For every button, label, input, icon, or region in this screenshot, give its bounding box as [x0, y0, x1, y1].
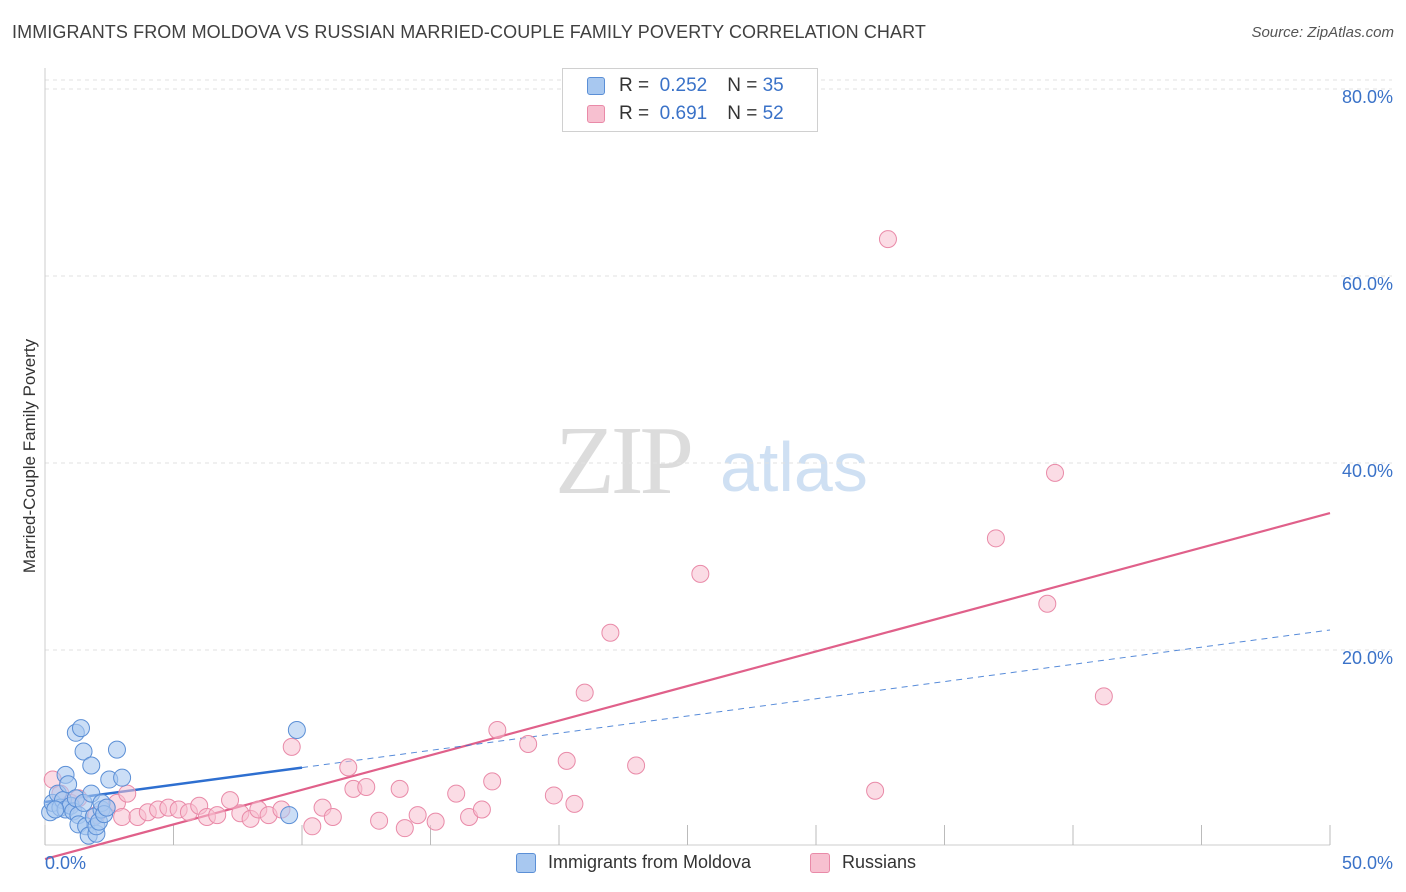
- data-point-moldova: [71, 719, 90, 738]
- data-point-russians: [575, 683, 594, 702]
- data-point-moldova: [74, 742, 93, 761]
- legend-swatch-blue: [587, 77, 605, 95]
- data-point-moldova: [107, 740, 126, 759]
- legend-item-moldova: Immigrants from Moldova: [516, 852, 751, 873]
- data-point-russians: [408, 806, 427, 825]
- data-point-russians: [357, 778, 376, 797]
- y-tick-label: 40.0%: [1342, 461, 1393, 481]
- gridlines: [45, 79, 1392, 651]
- correlation-legend: R = 0.252 N = 35 R = 0.691 N = 52: [562, 68, 818, 132]
- data-point-russians: [544, 786, 563, 805]
- data-point-russians: [627, 756, 646, 775]
- data-point-russians: [339, 758, 358, 777]
- legend-swatch-pink: [587, 105, 605, 123]
- data-point-russians: [323, 807, 342, 826]
- data-point-russians: [221, 791, 240, 810]
- data-point-russians: [1038, 594, 1057, 613]
- data-point-moldova: [46, 800, 65, 819]
- legend-swatch-pink: [810, 852, 830, 873]
- data-point-russians: [395, 819, 414, 838]
- legend-n-label: N =: [727, 75, 758, 96]
- legend-item-russians: Russians: [810, 852, 916, 873]
- source-label: Source: ZipAtlas.com: [1251, 24, 1394, 41]
- data-point-moldova: [280, 806, 299, 825]
- data-point-russians: [878, 230, 897, 249]
- legend-r-value: 0.691: [659, 103, 708, 124]
- data-points: [41, 230, 1113, 845]
- legend-label-russians: Russians: [842, 852, 917, 872]
- data-point-moldova: [97, 798, 116, 817]
- data-point-russians: [370, 811, 389, 830]
- data-point-russians: [113, 807, 132, 826]
- data-point-russians: [557, 751, 576, 770]
- data-point-russians: [986, 529, 1005, 548]
- axes: [44, 68, 1331, 846]
- legend-row-russians: R = 0.691 N = 52: [587, 102, 784, 126]
- data-point-russians: [565, 794, 584, 813]
- data-point-russians: [426, 812, 445, 831]
- data-point-russians: [488, 720, 507, 739]
- legend-n-label: N =: [727, 103, 758, 124]
- x-tick-label: 0.0%: [45, 853, 86, 873]
- legend-n-value: 52: [762, 103, 784, 124]
- data-point-russians: [1046, 463, 1065, 482]
- trend-line-moldova-extension: [301, 629, 1331, 769]
- legend-swatch-blue: [516, 852, 536, 873]
- tick-labels: 20.0% 40.0% 60.0% 80.0% 0.0% 50.0%: [45, 87, 1393, 873]
- data-point-moldova: [82, 756, 101, 775]
- y-tick-label: 60.0%: [1342, 274, 1393, 294]
- x-tick-label: 50.0%: [1342, 853, 1393, 873]
- legend-row-moldova: R = 0.252 N = 35: [587, 74, 784, 98]
- data-point-russians: [519, 735, 538, 754]
- data-point-russians: [303, 817, 322, 836]
- legend-r-label: R =: [619, 75, 650, 96]
- data-point-moldova: [287, 720, 306, 739]
- legend-r-value: 0.252: [659, 75, 708, 96]
- data-point-russians: [447, 784, 466, 803]
- legend-label-moldova: Immigrants from Moldova: [548, 852, 752, 872]
- data-point-moldova: [59, 775, 78, 794]
- data-point-russians: [866, 781, 885, 800]
- legend-r-label: R =: [619, 103, 650, 124]
- data-point-russians: [691, 564, 710, 583]
- data-point-russians: [1094, 687, 1113, 706]
- data-point-russians: [601, 623, 620, 642]
- watermark-zip: ZIP: [555, 407, 694, 515]
- data-point-russians: [390, 779, 409, 798]
- data-point-russians: [472, 800, 491, 819]
- data-point-russians: [282, 737, 301, 756]
- data-point-moldova: [113, 768, 132, 787]
- data-point-russians: [208, 806, 227, 825]
- y-tick-label: 20.0%: [1342, 648, 1393, 668]
- data-point-russians: [118, 784, 137, 803]
- legend-n-value: 35: [762, 75, 784, 96]
- data-point-russians: [483, 772, 502, 791]
- watermark-atlas: atlas: [720, 428, 868, 506]
- y-tick-label: 80.0%: [1342, 87, 1393, 107]
- chart-title: IMMIGRANTS FROM MOLDOVA VS RUSSIAN MARRI…: [12, 22, 927, 42]
